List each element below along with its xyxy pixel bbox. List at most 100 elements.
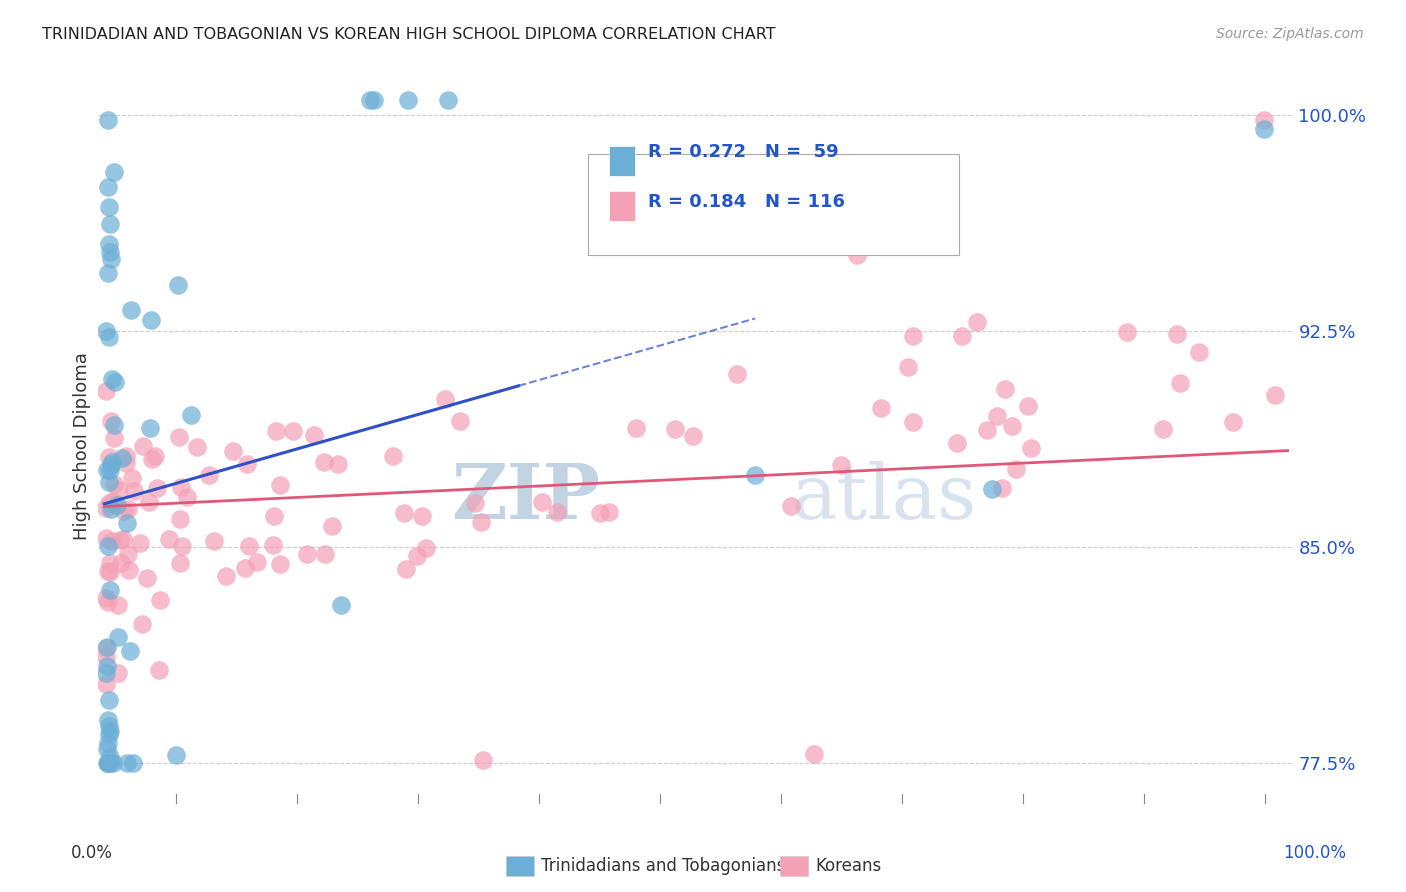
Point [100,534,122,549]
Point [94,665,117,680]
Point [97,564,120,578]
Point [169,512,191,526]
Point [145,449,167,463]
Point [94,650,117,665]
Point [117,501,139,516]
Point [141,452,163,467]
Point [98,237,121,252]
Point [132,439,155,453]
Point [437,93,460,107]
Point [470,515,492,529]
Point [141,313,163,327]
Point [598,505,620,519]
Point [104,376,127,390]
Point [314,548,336,562]
Point [98,718,121,732]
Point [100,502,122,516]
Point [120,302,142,317]
Point [167,430,190,444]
Point [1017,400,1039,414]
Point [110,451,132,466]
Point [148,663,170,677]
Point [100,252,122,266]
Point [986,409,1008,423]
Point [1168,376,1191,391]
Point [976,423,998,437]
Point [870,401,893,415]
Text: atlas: atlas [792,461,977,535]
Point [128,536,150,550]
Point [1253,113,1275,128]
Point [98,724,121,739]
Point [97,756,120,770]
Point [96,741,118,756]
Point [433,392,456,406]
Point [114,456,136,470]
Point [94,324,117,338]
Point [950,329,973,343]
Point [472,753,495,767]
Point [114,449,136,463]
Point [131,616,153,631]
Point [1222,415,1244,429]
Point [626,421,648,435]
Point [97,266,120,280]
Point [269,478,291,492]
Point [118,563,141,577]
Point [269,558,291,572]
Point [96,463,118,477]
Point [122,483,145,498]
Point [115,756,138,770]
Point [107,498,129,512]
Point [1001,419,1024,434]
Point [98,200,121,214]
Point [149,592,172,607]
Text: Source: ZipAtlas.com: Source: ZipAtlas.com [1216,27,1364,41]
Text: Koreans: Koreans [815,857,882,875]
Point [312,455,335,469]
Point [100,583,122,598]
Point [326,457,349,471]
Point [96,756,118,770]
Point [464,496,486,510]
Point [1115,326,1137,340]
Point [1253,122,1275,136]
Point [725,367,748,381]
Point [98,756,121,770]
Point [263,508,285,523]
Point [780,499,803,513]
Point [214,569,236,583]
Point [98,217,121,231]
Point [135,571,157,585]
Point [100,458,122,472]
Point [146,481,169,495]
Point [138,495,160,509]
Point [246,555,269,569]
Point [1166,327,1188,342]
Point [97,496,120,510]
Point [744,467,766,482]
Point [103,476,125,491]
Text: R = 0.272   N =  59: R = 0.272 N = 59 [648,143,839,161]
Point [395,562,418,576]
Point [94,641,117,656]
FancyBboxPatch shape [589,153,959,255]
Point [363,93,385,107]
Point [101,494,124,508]
Point [118,644,141,658]
Point [94,677,117,691]
Point [264,425,287,439]
Point [830,458,852,472]
Text: 100.0%: 100.0% [1284,844,1346,862]
Text: 0.0%: 0.0% [70,844,112,862]
Point [97,736,120,750]
Point [1152,422,1174,436]
Point [121,471,143,485]
Point [180,409,202,423]
Point [359,93,381,107]
Point [449,414,471,428]
Point [682,428,704,442]
Point [546,505,568,519]
Point [139,421,162,435]
Point [392,506,415,520]
